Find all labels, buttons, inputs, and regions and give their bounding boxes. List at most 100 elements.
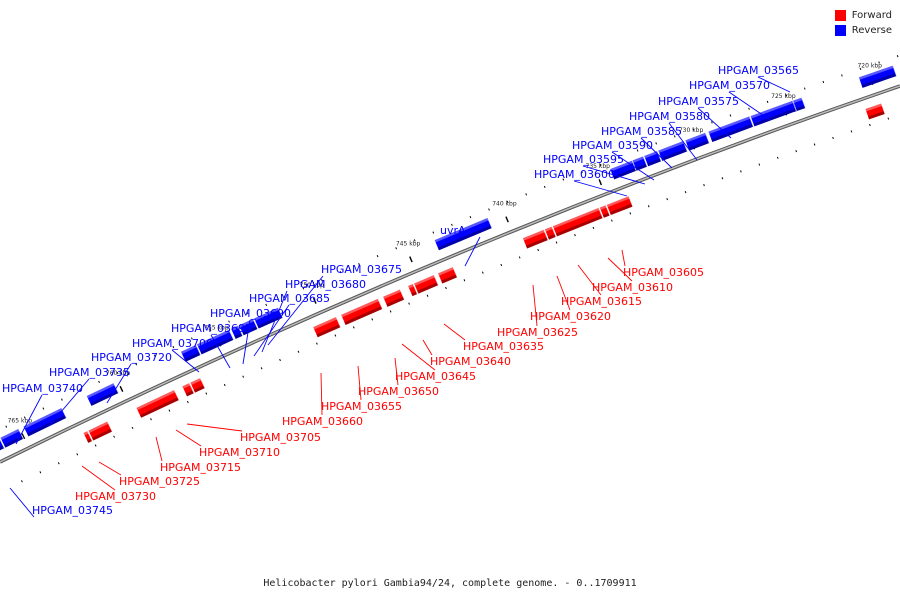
forward-gene-block bbox=[599, 205, 611, 218]
minor-tick bbox=[150, 418, 152, 421]
forward-leader-line bbox=[401, 343, 436, 371]
forward-gene-label: HPGAM_03605 bbox=[623, 266, 704, 279]
minor-tick bbox=[488, 208, 490, 211]
minor-tick bbox=[408, 302, 410, 305]
minor-tick bbox=[666, 198, 668, 201]
forward-gene-block bbox=[190, 377, 206, 393]
minor-tick bbox=[636, 149, 639, 152]
forward-leader-line bbox=[98, 461, 122, 476]
minor-tick bbox=[469, 215, 472, 219]
reverse-leader-line bbox=[464, 236, 481, 267]
minor-tick bbox=[729, 114, 732, 117]
reverse-gene-label: HPGAM_03695 bbox=[171, 322, 252, 335]
forward-gene-block bbox=[88, 421, 113, 441]
forward-gene-block bbox=[408, 283, 418, 297]
reverse-leader-line bbox=[171, 349, 200, 373]
minor-tick bbox=[684, 190, 687, 194]
reverse-gene-label: HPGAM_03565 bbox=[718, 64, 799, 77]
reverse-gene-label: HPGAM_03735 bbox=[49, 366, 130, 379]
kbp-label: 755 kbp bbox=[204, 325, 229, 332]
major-tick bbox=[21, 433, 26, 440]
minor-tick bbox=[371, 318, 374, 321]
legend: Forward Reverse bbox=[834, 8, 892, 38]
minor-tick bbox=[339, 271, 342, 274]
minor-tick bbox=[869, 123, 871, 127]
forward-gene-label: HPGAM_03640 bbox=[430, 355, 511, 368]
forward-gene-block bbox=[383, 289, 405, 307]
legend-reverse: Reverse bbox=[834, 23, 892, 38]
reverse-leader-line bbox=[261, 290, 288, 353]
major-tick bbox=[409, 256, 413, 263]
forward-leader-line bbox=[186, 423, 243, 432]
minor-tick bbox=[302, 287, 305, 290]
forward-gene-label: HPGAM_03620 bbox=[530, 310, 611, 323]
reverse-gene-block bbox=[434, 217, 493, 251]
reverse-gene-label: HPGAM_03600 bbox=[534, 168, 615, 181]
minor-tick bbox=[506, 200, 509, 204]
minor-tick bbox=[850, 130, 853, 133]
minor-tick bbox=[611, 219, 613, 222]
minor-tick bbox=[395, 247, 398, 250]
genome-caption: Helicobacter pylori Gambia94/24, complet… bbox=[263, 578, 637, 589]
minor-tick bbox=[413, 239, 416, 242]
minor-tick bbox=[98, 380, 100, 383]
reverse-gene-label: HPGAM_03595 bbox=[543, 153, 624, 166]
minor-tick bbox=[655, 142, 657, 145]
minor-tick bbox=[205, 392, 208, 395]
reverse-swatch bbox=[834, 25, 846, 36]
legend-forward-label: Forward bbox=[851, 10, 892, 21]
minor-tick bbox=[543, 185, 546, 189]
reverse-gene-label: HPGAM_03680 bbox=[285, 278, 366, 291]
minor-tick bbox=[562, 178, 565, 181]
reverse-leader-line bbox=[48, 378, 90, 427]
forward-leader-line bbox=[577, 264, 602, 296]
minor-tick bbox=[131, 426, 134, 430]
minor-tick bbox=[168, 409, 171, 412]
minor-tick bbox=[297, 350, 300, 353]
reverse-gene-block bbox=[0, 438, 5, 453]
minor-tick bbox=[463, 279, 466, 282]
minor-tick bbox=[61, 398, 63, 401]
forward-leader-line bbox=[175, 429, 202, 447]
minor-tick bbox=[740, 170, 742, 173]
reverse-gene-block bbox=[708, 116, 754, 142]
minor-tick bbox=[5, 425, 8, 428]
forward-gene-label: HPGAM_03660 bbox=[282, 415, 363, 428]
reverse-leader-line bbox=[210, 334, 231, 369]
reverse-leader-line bbox=[573, 180, 628, 197]
reverse-leader-line bbox=[640, 137, 673, 169]
reverse-gene-block bbox=[858, 65, 898, 88]
forward-gene-label: HPGAM_03610 bbox=[592, 281, 673, 294]
forward-leader-line bbox=[443, 323, 466, 341]
minor-tick bbox=[242, 375, 245, 378]
forward-gene-block bbox=[136, 389, 180, 418]
forward-leader-line bbox=[394, 357, 399, 386]
reverse-leader-line bbox=[582, 165, 646, 185]
forward-gene-label: HPGAM_03635 bbox=[463, 340, 544, 353]
forward-gene-block bbox=[552, 207, 604, 237]
kbp-label: 740 kbp bbox=[492, 200, 517, 207]
reverse-gene-block bbox=[750, 100, 797, 127]
minor-tick bbox=[599, 163, 602, 167]
reverse-leader-line bbox=[697, 107, 732, 139]
minor-tick bbox=[795, 150, 797, 153]
reverse-gene-label: HPGAM_03745 bbox=[32, 504, 113, 517]
minor-tick bbox=[352, 326, 355, 329]
minor-tick bbox=[841, 74, 843, 77]
legend-forward: Forward bbox=[834, 8, 892, 23]
reverse-leader-line bbox=[242, 319, 251, 365]
reverse-leader-line bbox=[253, 304, 290, 357]
minor-tick bbox=[76, 453, 79, 456]
reverse-gene-block bbox=[86, 382, 119, 406]
minor-tick bbox=[859, 67, 862, 71]
forward-gene-block bbox=[522, 229, 549, 249]
minor-tick bbox=[822, 80, 825, 84]
forward-leader-line bbox=[320, 372, 323, 416]
reverse-leader-line bbox=[106, 363, 132, 404]
forward-gene-block bbox=[438, 266, 458, 284]
minor-tick bbox=[432, 231, 435, 234]
reverse-gene-block bbox=[231, 325, 244, 339]
forward-leader-line bbox=[81, 465, 116, 491]
minor-tick bbox=[334, 334, 337, 337]
forward-gene-label: HPGAM_03725 bbox=[119, 475, 200, 488]
